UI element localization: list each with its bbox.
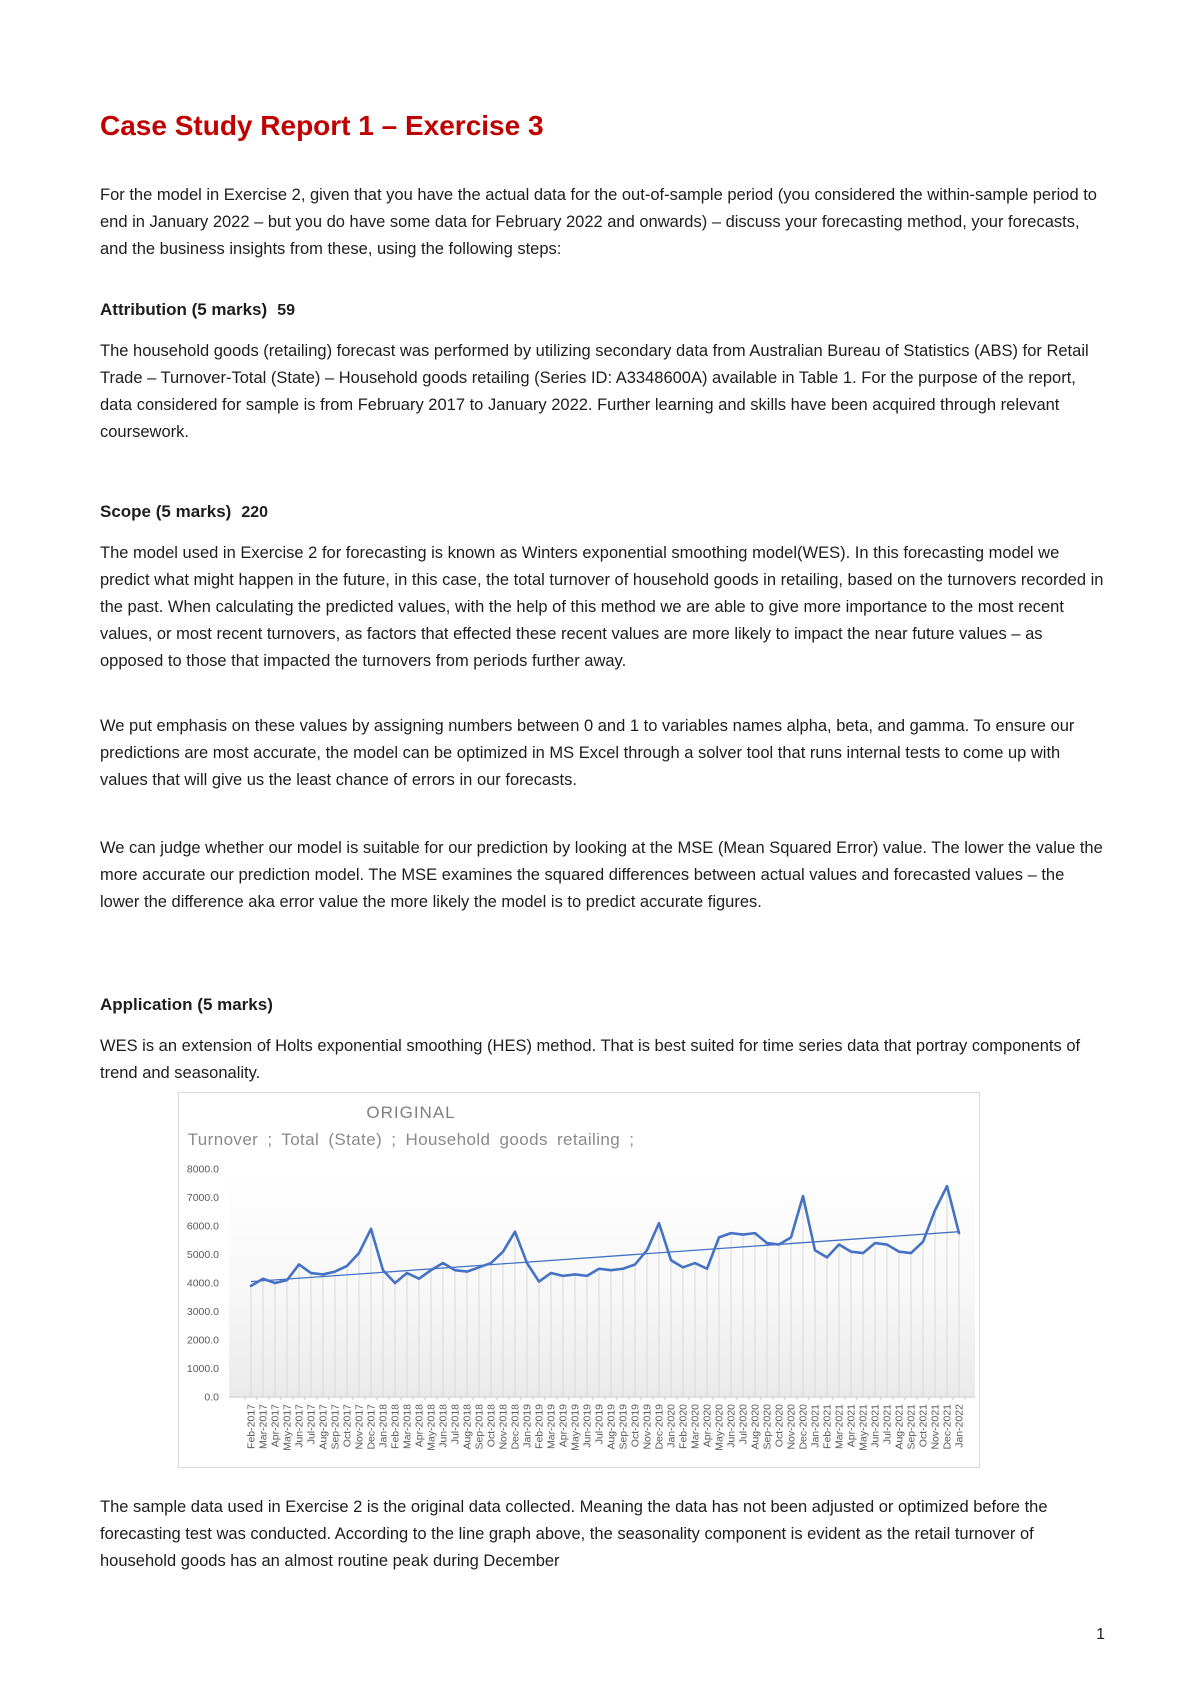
svg-text:6000.0: 6000.0 xyxy=(187,1221,219,1233)
svg-text:Oct-2019: Oct-2019 xyxy=(630,1404,642,1447)
svg-text:4000.0: 4000.0 xyxy=(187,1278,219,1290)
svg-text:Aug-2018: Aug-2018 xyxy=(462,1404,474,1450)
svg-text:Aug-2017: Aug-2017 xyxy=(318,1404,330,1450)
svg-text:Feb-2018: Feb-2018 xyxy=(390,1404,402,1449)
svg-text:Jan-2021: Jan-2021 xyxy=(810,1404,822,1448)
application-paragraph-1: WES is an extension of Holts exponential… xyxy=(100,1037,1081,1082)
attribution-heading-label: Attribution (5 marks) xyxy=(100,300,268,319)
svg-text:Dec-2018: Dec-2018 xyxy=(510,1404,522,1450)
svg-text:Mar-2018: Mar-2018 xyxy=(402,1404,414,1449)
svg-text:May-2018: May-2018 xyxy=(426,1404,438,1451)
svg-text:Feb-2020: Feb-2020 xyxy=(678,1404,690,1449)
svg-text:8000.0: 8000.0 xyxy=(187,1164,219,1176)
svg-text:Feb-2021: Feb-2021 xyxy=(822,1404,834,1449)
svg-text:Jul-2018: Jul-2018 xyxy=(450,1404,462,1444)
svg-text:Jan-2019: Jan-2019 xyxy=(522,1404,534,1448)
scope-heading: Scope (5 marks) 220 xyxy=(100,502,1105,522)
svg-text:Apr-2020: Apr-2020 xyxy=(702,1404,714,1447)
scope-paragraph-2: We put emphasis on these values by assig… xyxy=(100,717,1075,789)
svg-text:5000.0: 5000.0 xyxy=(187,1249,219,1261)
svg-text:Nov-2021: Nov-2021 xyxy=(930,1404,942,1450)
svg-text:Oct-2021: Oct-2021 xyxy=(918,1404,930,1447)
svg-text:Dec-2017: Dec-2017 xyxy=(366,1404,378,1450)
scope-heading-label: Scope (5 marks) xyxy=(100,502,232,521)
svg-text:Jul-2020: Jul-2020 xyxy=(738,1404,750,1444)
svg-text:Jul-2017: Jul-2017 xyxy=(306,1404,318,1444)
svg-text:Jun-2021: Jun-2021 xyxy=(870,1404,882,1448)
svg-text:Oct-2020: Oct-2020 xyxy=(774,1404,786,1447)
svg-text:Apr-2018: Apr-2018 xyxy=(414,1404,426,1447)
svg-text:Sep-2017: Sep-2017 xyxy=(330,1404,342,1450)
page-number: 1 xyxy=(1096,1626,1105,1643)
svg-text:Dec-2020: Dec-2020 xyxy=(798,1404,810,1450)
svg-text:Sep-2020: Sep-2020 xyxy=(762,1404,774,1450)
intro-paragraph: For the model in Exercise 2, given that … xyxy=(100,186,1097,258)
scope-heading-note: 220 xyxy=(241,504,269,521)
svg-text:Jan-2020: Jan-2020 xyxy=(666,1404,678,1448)
svg-text:Jun-2019: Jun-2019 xyxy=(582,1404,594,1448)
svg-text:Nov-2017: Nov-2017 xyxy=(354,1404,366,1450)
svg-text:Aug-2021: Aug-2021 xyxy=(894,1404,906,1450)
svg-text:3000.0: 3000.0 xyxy=(187,1306,219,1318)
svg-text:Jun-2018: Jun-2018 xyxy=(438,1404,450,1448)
svg-text:Mar-2020: Mar-2020 xyxy=(690,1404,702,1449)
svg-text:Oct-2017: Oct-2017 xyxy=(342,1404,354,1447)
svg-text:Jun-2020: Jun-2020 xyxy=(726,1404,738,1448)
chart-subtitle: Turnover ; Total (State) ; Household goo… xyxy=(187,1130,635,1149)
svg-text:Mar-2017: Mar-2017 xyxy=(258,1404,270,1449)
svg-text:Apr-2019: Apr-2019 xyxy=(558,1404,570,1447)
svg-text:Jul-2021: Jul-2021 xyxy=(882,1404,894,1444)
application-heading: Application (5 marks) xyxy=(100,995,273,1014)
svg-text:Nov-2019: Nov-2019 xyxy=(642,1404,654,1450)
svg-text:Sep-2019: Sep-2019 xyxy=(618,1404,630,1450)
svg-text:Feb-2019: Feb-2019 xyxy=(534,1404,546,1449)
svg-text:Dec-2021: Dec-2021 xyxy=(942,1404,954,1450)
svg-text:Feb-2017: Feb-2017 xyxy=(246,1404,258,1449)
turnover-chart-figure[interactable]: 8000.0 7000.0 6000.0 5000.0 4000.0 3000.0 2000… xyxy=(178,1092,980,1468)
svg-text:Sep-2021: Sep-2021 xyxy=(906,1404,918,1450)
turnover-line-chart: 8000.0 7000.0 6000.0 5000.0 4000.0 3000.0 2000… xyxy=(187,1164,975,1451)
svg-text:May-2020: May-2020 xyxy=(714,1404,726,1451)
svg-text:Aug-2020: Aug-2020 xyxy=(750,1404,762,1450)
svg-text:May-2021: May-2021 xyxy=(858,1404,870,1451)
svg-text:7000.0: 7000.0 xyxy=(187,1192,219,1204)
svg-text:Jan-2018: Jan-2018 xyxy=(378,1404,390,1448)
svg-text:0.0: 0.0 xyxy=(204,1392,219,1404)
svg-text:Oct-2018: Oct-2018 xyxy=(486,1404,498,1447)
scope-paragraph-3: We can judge whether our model is suitab… xyxy=(100,839,1103,911)
scope-paragraph-1: The model used in Exercise 2 for forecas… xyxy=(100,544,1104,670)
svg-text:Jul-2019: Jul-2019 xyxy=(594,1404,606,1444)
attribution-paragraph: The household goods (retailing) forecast… xyxy=(100,342,1089,441)
svg-text:2000.0: 2000.0 xyxy=(187,1335,219,1347)
svg-text:1000.0: 1000.0 xyxy=(187,1363,219,1375)
svg-text:Apr-2017: Apr-2017 xyxy=(270,1404,282,1447)
svg-text:Nov-2020: Nov-2020 xyxy=(786,1404,798,1450)
svg-text:Nov-2018: Nov-2018 xyxy=(498,1404,510,1450)
svg-text:Aug-2019: Aug-2019 xyxy=(606,1404,618,1450)
svg-text:Dec-2019: Dec-2019 xyxy=(654,1404,666,1450)
svg-text:Sep-2018: Sep-2018 xyxy=(474,1404,486,1450)
chart-title: ORIGINAL xyxy=(366,1103,456,1122)
attribution-heading: Attribution (5 marks) 59 xyxy=(100,300,1105,320)
svg-text:Mar-2021: Mar-2021 xyxy=(834,1404,846,1449)
svg-text:May-2019: May-2019 xyxy=(570,1404,582,1451)
svg-text:Apr-2021: Apr-2021 xyxy=(846,1404,858,1447)
page-title: Case Study Report 1 – Exercise 3 xyxy=(100,110,544,141)
application-paragraph-2: The sample data used in Exercise 2 is th… xyxy=(100,1498,1048,1570)
svg-text:May-2017: May-2017 xyxy=(282,1404,294,1451)
svg-text:Jun-2017: Jun-2017 xyxy=(294,1404,306,1448)
attribution-heading-note: 59 xyxy=(277,302,295,319)
svg-text:Mar-2019: Mar-2019 xyxy=(546,1404,558,1449)
svg-text:Jan-2022: Jan-2022 xyxy=(954,1404,966,1448)
